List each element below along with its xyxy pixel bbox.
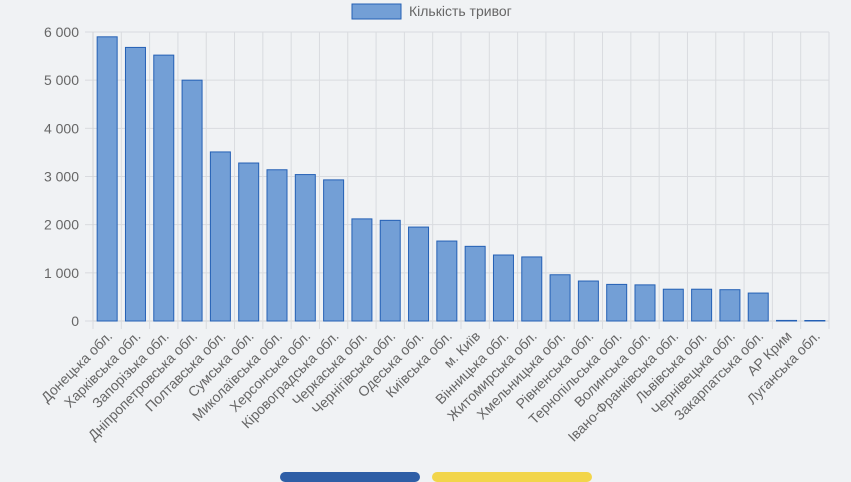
grid-lines — [92, 31, 830, 329]
bar-19[interactable] — [606, 283, 628, 322]
y-tick-label: 4 000 — [44, 120, 79, 136]
bar-24[interactable] — [747, 292, 769, 322]
y-tick-label: 3 000 — [44, 169, 79, 185]
bar-4[interactable] — [181, 79, 203, 322]
chart-legend[interactable]: Кількість тривог — [351, 3, 512, 20]
y-tick-label: 6 000 — [44, 24, 79, 40]
bar-23[interactable] — [719, 289, 741, 322]
y-tick-label: 1 000 — [44, 265, 79, 281]
bar-1[interactable] — [96, 36, 118, 322]
y-tick-label: 5 000 — [44, 72, 79, 88]
bar-18[interactable] — [577, 280, 599, 322]
bar-21[interactable] — [662, 288, 684, 322]
legend-label: Кількість тривог — [409, 3, 512, 19]
bar-13[interactable] — [436, 240, 458, 322]
bar-5[interactable] — [209, 151, 231, 322]
bar-series — [96, 36, 826, 322]
bar-20[interactable] — [634, 284, 656, 322]
bar-26[interactable] — [804, 320, 826, 322]
bar-14[interactable] — [464, 245, 486, 322]
bottom-button-blue[interactable] — [280, 472, 420, 482]
bar-8[interactable] — [294, 174, 316, 322]
y-axis: 0 1 000 2 000 3 000 4 000 5 000 6 000 — [44, 24, 94, 329]
bar-22[interactable] — [691, 288, 713, 322]
bar-17[interactable] — [549, 274, 571, 322]
bar-3[interactable] — [153, 54, 175, 322]
legend-swatch — [351, 3, 402, 20]
y-tick-label: 0 — [71, 313, 79, 329]
x-axis: Донецька обл.Харківська обл.Запорізька о… — [38, 328, 823, 445]
bar-7[interactable] — [266, 169, 288, 322]
bar-25[interactable] — [776, 319, 798, 322]
bar-6[interactable] — [238, 162, 260, 322]
y-tick-label: 2 000 — [44, 217, 79, 233]
bar-10[interactable] — [351, 218, 373, 322]
bar-11[interactable] — [379, 219, 401, 322]
bar-15[interactable] — [492, 254, 514, 322]
bar-9[interactable] — [323, 179, 345, 322]
bar-16[interactable] — [521, 256, 543, 322]
bar-2[interactable] — [124, 46, 146, 322]
bottom-button-yellow[interactable] — [432, 472, 592, 482]
bar-12[interactable] — [408, 226, 430, 322]
